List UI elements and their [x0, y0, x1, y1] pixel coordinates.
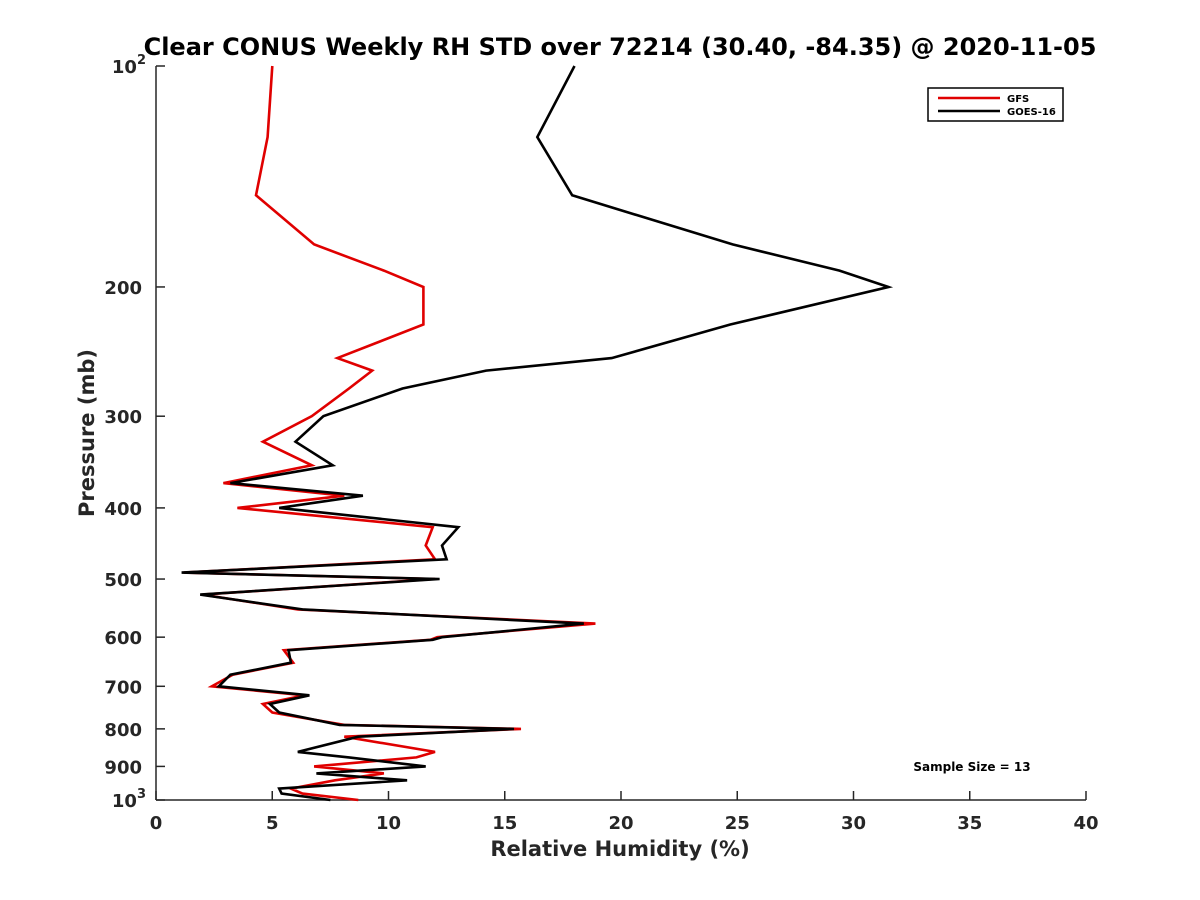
x-axis-label: Relative Humidity (%)	[490, 837, 749, 861]
axes: 0 5 10 15 20 25 30 35 40 102 200 300 400 500 600 700 800…	[104, 53, 1098, 834]
y-tick-label: 500	[104, 570, 142, 591]
y-axis-label: Pressure (mb)	[75, 349, 99, 517]
y-tick-label: 600	[104, 628, 142, 649]
y-tick-label: 400	[104, 499, 142, 520]
x-tick-label: 5	[266, 813, 279, 834]
y-tick-label: 900	[104, 757, 142, 778]
y-tick-label: 200	[104, 278, 142, 299]
x-tick-label: 35	[957, 813, 982, 834]
series-layer	[181, 65, 894, 802]
y-tick-label: 800	[104, 720, 142, 741]
x-tick-label: 20	[608, 813, 633, 834]
legend: GFS GOES-16	[927, 87, 1064, 122]
legend-label-goes-16: GOES-16	[1007, 107, 1056, 118]
x-tick-label: 25	[725, 813, 750, 834]
legend-box	[927, 87, 1064, 122]
x-tick-label: 40	[1073, 813, 1098, 834]
x-tick-label: 10	[376, 813, 401, 834]
x-tick-label: 15	[492, 813, 517, 834]
x-tick-label: 0	[150, 813, 163, 834]
x-tick-label: 30	[841, 813, 866, 834]
series-goes-16-line	[181, 65, 894, 802]
legend-label-gfs: GFS	[1007, 94, 1029, 105]
sample-size-annotation: Sample Size = 13	[913, 760, 1030, 774]
y-tick-label: 102	[112, 53, 146, 78]
y-tick-label: 103	[112, 787, 146, 812]
chart-title: Clear CONUS Weekly RH STD over 72214 (30…	[144, 33, 1097, 61]
y-tick-label: 700	[104, 677, 142, 698]
y-tick-label: 300	[104, 407, 142, 428]
